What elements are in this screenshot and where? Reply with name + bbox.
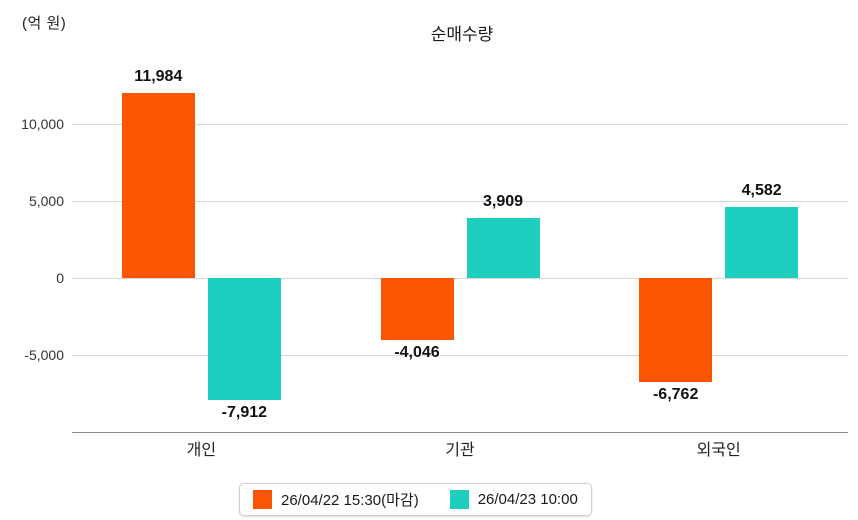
legend-color-swatch-icon [449,490,469,509]
bar-value-label: 3,909 [482,192,524,210]
x-axis-category-label: 외국인 [696,442,741,459]
x-axis-category-label: 개인 [186,442,217,459]
gridline [72,124,848,125]
legend-label: 26/04/23 10:00 [477,491,578,508]
legend-item[interactable]: 26/04/23 10:00 [449,490,578,509]
y-axis-tick-label: 0 [56,270,64,286]
legend-item[interactable]: 26/04/22 15:30(마감) [253,489,419,510]
y-axis-tick-label: 10,000 [21,116,64,132]
gridline [72,201,848,202]
legend-label: 26/04/22 15:30(마감) [281,492,419,509]
y-axis-tick-labels: 10,000 5,000 0 -5,000 [0,62,64,432]
bar-value-label: 11,984 [134,68,183,86]
bar[interactable] [466,217,540,278]
bar[interactable] [725,207,799,278]
gridline [72,278,848,279]
bar-value-label: -4,046 [394,344,440,362]
x-axis-category-labels: 개인 기관 외국인 [72,436,848,470]
bar[interactable] [207,278,281,400]
bar-value-label: -7,912 [221,403,268,421]
legend-color-swatch-icon [253,490,272,509]
bar[interactable] [121,93,195,278]
y-axis-tick-label: 5,000 [28,193,64,209]
y-axis-tick-label: -5,000 [24,347,64,363]
chart-legend: 26/04/22 15:30(마감) 26/04/23 10:00 [239,483,592,516]
bar-value-label: -6,762 [652,386,699,404]
plot-area: 11,984 -7,912 -4,046 3,909 -6,762 4,582 [72,62,848,433]
chart-title: 순매수량 [0,20,858,45]
x-axis-category-label: 기관 [445,442,475,459]
bar[interactable] [380,278,454,341]
y-axis-unit-label: (억 원) [22,15,67,32]
bar[interactable] [639,278,713,383]
gridline [72,355,848,356]
bar-value-label: 4,582 [741,182,782,200]
x-axis-line [72,432,848,433]
chart-title-text: 순매수량 [430,25,494,44]
